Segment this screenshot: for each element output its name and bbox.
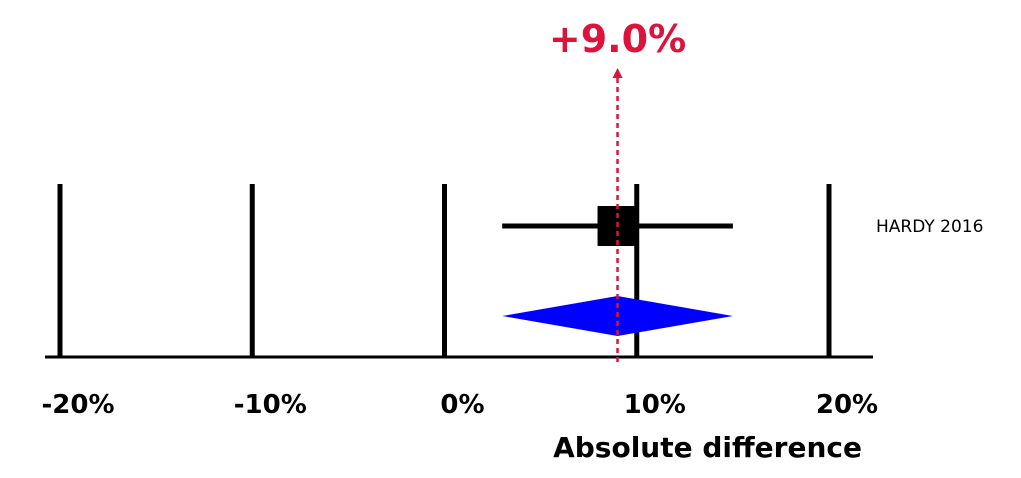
pooled-effect-label: +9.0% (549, 17, 686, 61)
tick-label-0: -20% (41, 390, 114, 420)
tick-label-1: -10% (234, 390, 307, 420)
study-rows: HARDY 2016 (502, 206, 983, 246)
x-axis-title: Absolute difference (553, 431, 862, 464)
tick-label-4: 20% (816, 390, 878, 420)
pooled-arrow-icon (612, 68, 623, 78)
tick-labels: -20% -10% 0% 10% 20% (41, 390, 878, 420)
gridlines (57, 184, 832, 357)
study-label: HARDY 2016 (876, 217, 983, 237)
tick-label-3: 10% (624, 390, 686, 420)
tick-label-2: 0% (440, 390, 484, 420)
